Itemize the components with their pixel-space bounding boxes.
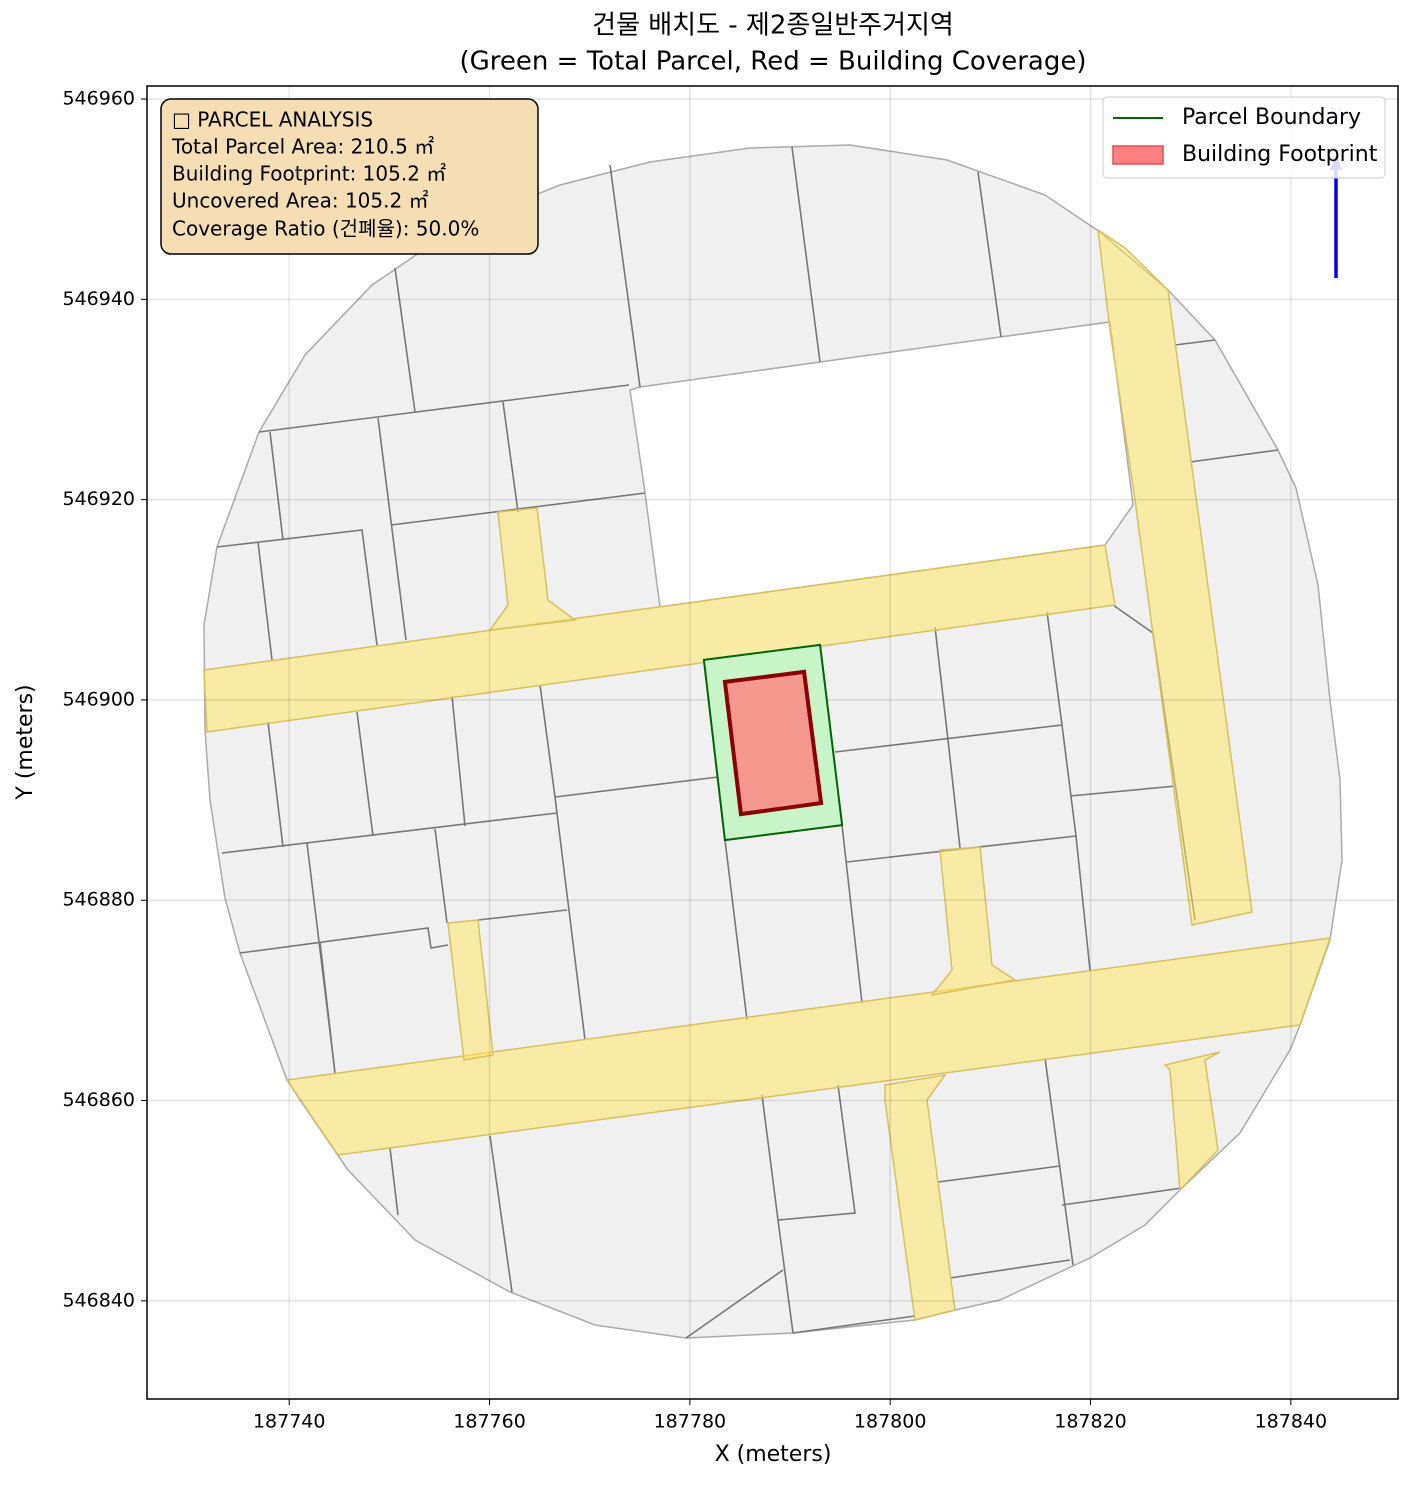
x-tick-label: 187760 (453, 1411, 526, 1433)
y-tick-label: 546860 (62, 1089, 135, 1111)
y-tick-label: 546920 (62, 488, 135, 510)
road (203, 544, 1116, 733)
legend-label: Building Footprint (1182, 142, 1378, 167)
data-layer (702, 643, 844, 842)
info-line: Coverage Ratio (건폐율): 50.0% (172, 217, 479, 241)
open-area (629, 321, 1134, 608)
y-tick-label: 546880 (62, 889, 135, 911)
y-axis-label: Y (meters) (13, 684, 38, 800)
parcel-lines (216, 146, 1279, 1339)
legend: Parcel Boundary Building Footprint (1102, 96, 1386, 179)
building-polygon (722, 669, 824, 817)
grid (147, 86, 1398, 1399)
chart-subtitle: (Green = Total Parcel, Red = Building Co… (460, 47, 1087, 77)
road (884, 1073, 956, 1321)
x-tick-label: 187820 (1054, 1411, 1127, 1433)
legend-swatch (1112, 145, 1164, 165)
axes-frame (146, 85, 1399, 1400)
x-tick-label: 187780 (654, 1411, 727, 1433)
chart-title: 건물 배치도 - 제2종일반주거지역 (592, 11, 954, 41)
info-box: □ PARCEL ANALYSIS Total Parcel Area: 210… (160, 98, 539, 255)
info-line: Uncovered Area: 105.2 ㎡ (172, 189, 429, 213)
legend-box (1102, 96, 1386, 179)
road (1097, 228, 1253, 926)
y-tick-label: 546840 (62, 1289, 135, 1311)
legend-label: Parcel Boundary (1182, 105, 1361, 130)
info-box-bg (160, 98, 539, 255)
info-line: □ PARCEL ANALYSIS (172, 108, 373, 132)
roads (203, 228, 1332, 1321)
x-tick-label: 187800 (854, 1411, 927, 1433)
info-line: Total Parcel Area: 210.5 ㎡ (171, 135, 434, 159)
road (447, 919, 494, 1061)
y-tick-label: 546940 (62, 288, 135, 310)
road (930, 846, 1017, 997)
x-axis-label: X (meters) (715, 1442, 832, 1467)
y-tick-label: 546900 (62, 688, 135, 710)
road (488, 507, 577, 631)
info-line: Building Footprint: 105.2 ㎡ (172, 162, 446, 186)
x-tick-label: 187840 (1255, 1411, 1328, 1433)
x-tick-label: 187740 (253, 1411, 326, 1433)
road (1163, 1051, 1221, 1192)
y-tick-label: 546960 (62, 88, 135, 110)
